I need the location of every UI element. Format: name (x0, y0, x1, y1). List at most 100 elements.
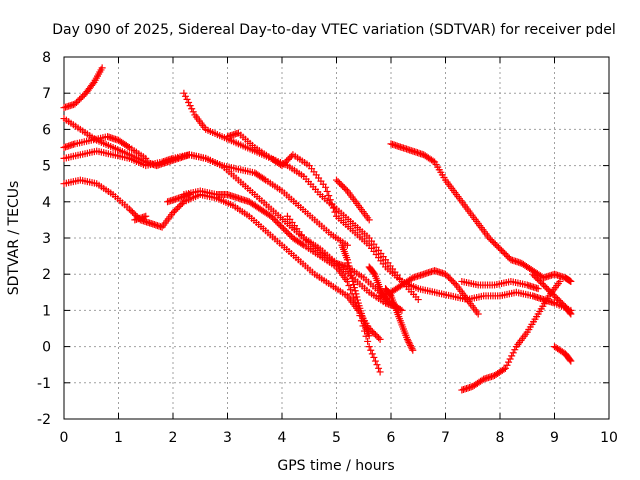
data-point (345, 282, 353, 290)
data-point (180, 89, 188, 97)
data-point (451, 280, 459, 288)
data-point (496, 245, 504, 253)
data-point (333, 176, 340, 184)
data-point (396, 305, 404, 313)
data-point (172, 206, 180, 214)
data-point (132, 211, 140, 219)
y-tick-label: 4 (42, 195, 51, 211)
data-point (343, 256, 351, 264)
axis-ticks (63, 56, 610, 420)
data-point (414, 296, 422, 304)
data-point (175, 202, 183, 210)
data-point (284, 229, 292, 237)
data-point (381, 294, 389, 302)
data-point (142, 154, 150, 162)
data-point (406, 340, 414, 348)
data-point (169, 209, 177, 217)
data-point (347, 271, 355, 279)
data-point (346, 265, 354, 273)
data-point (326, 196, 334, 204)
data-point (344, 259, 352, 267)
data-point (339, 182, 347, 190)
x-tick-label: 7 (441, 430, 450, 446)
data-point (407, 275, 415, 283)
data-point (129, 208, 137, 216)
data-point (406, 342, 414, 350)
data-point (365, 332, 373, 340)
data-point (322, 183, 330, 191)
series-track-f (131, 212, 150, 224)
y-tick-label: 2 (42, 267, 51, 283)
data-point (509, 349, 517, 357)
x-tick-label: 2 (169, 430, 178, 446)
data-point (567, 277, 575, 285)
data-point (375, 364, 383, 372)
series-track-q (458, 277, 564, 394)
data-point (351, 287, 359, 295)
data-point (278, 223, 286, 231)
data-point (443, 272, 451, 280)
data-point (373, 332, 381, 340)
data-point (505, 358, 513, 366)
data-point (354, 296, 362, 304)
x-tick-label: 3 (223, 430, 232, 446)
data-point (76, 95, 84, 103)
data-point (336, 179, 344, 187)
data-point (506, 355, 514, 363)
data-point (74, 97, 82, 105)
data-point (278, 162, 286, 170)
data-point (367, 346, 375, 354)
x-tick-label: 0 (60, 430, 69, 446)
x-tick-label: 6 (387, 430, 396, 446)
data-point (501, 250, 509, 258)
data-point (77, 94, 85, 102)
data-point (499, 248, 507, 256)
series-track-l (333, 176, 373, 224)
data-point (404, 337, 412, 345)
data-point (530, 272, 538, 280)
data-point (449, 278, 457, 286)
data-point (490, 239, 498, 247)
data-point (127, 207, 135, 215)
data-point (71, 100, 79, 108)
series-track-n (387, 140, 575, 285)
data-point (283, 228, 291, 236)
data-point (379, 291, 387, 299)
data-series (60, 64, 575, 394)
data-point (269, 214, 277, 222)
data-point (181, 92, 189, 100)
y-axis-label: SDTVAR / TECUs (6, 181, 22, 296)
data-point (378, 288, 386, 296)
series-track-a (60, 64, 106, 112)
data-point (370, 269, 378, 277)
data-point (554, 295, 562, 303)
series-track-e (60, 176, 384, 343)
x-axis-label: GPS time / hours (277, 458, 394, 474)
data-point (493, 242, 501, 250)
data-point (409, 346, 417, 354)
data-point (340, 184, 348, 192)
data-point (365, 216, 373, 224)
x-tick-label: 8 (496, 430, 505, 446)
y-tick-label: 1 (42, 303, 51, 319)
data-point (556, 277, 564, 285)
data-point (72, 99, 80, 107)
data-point (188, 105, 196, 113)
data-point (267, 212, 275, 220)
series-track-s (551, 343, 575, 365)
y-tick-label: 3 (42, 231, 51, 247)
data-point (448, 276, 456, 284)
data-point (186, 102, 194, 110)
data-point (174, 204, 182, 212)
data-point (485, 234, 493, 242)
data-point (350, 294, 358, 302)
data-point (557, 298, 565, 306)
data-point (494, 243, 502, 251)
data-point (272, 217, 280, 225)
series-track-p (458, 277, 542, 293)
data-point (364, 337, 372, 345)
series-track-u (382, 285, 417, 354)
data-point (352, 290, 360, 298)
data-point (386, 291, 394, 299)
